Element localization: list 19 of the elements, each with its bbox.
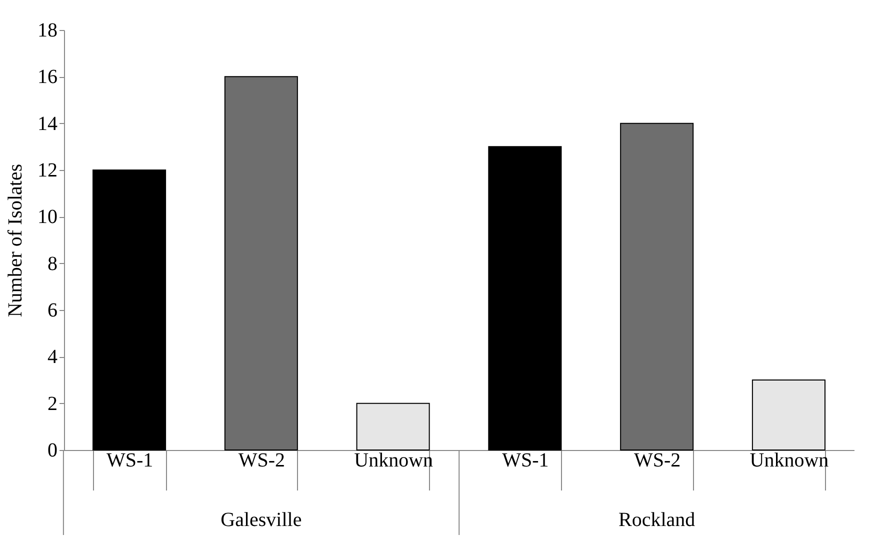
y-tick-label: 12 <box>38 160 58 182</box>
y-tick-label: 18 <box>38 20 58 42</box>
y-tick-label: 8 <box>48 252 58 275</box>
y-tick-label: 0 <box>48 440 58 462</box>
x-tick-label: Unknown <box>750 450 829 472</box>
y-tick-label: 10 <box>38 206 58 228</box>
y-axis-title: Number of Isolates <box>4 164 26 318</box>
y-tick-label: 14 <box>38 112 58 135</box>
x-tick-label: WS-1 <box>502 450 549 472</box>
x-tick-label: Unknown <box>354 450 433 472</box>
y-tick-label: 2 <box>48 392 58 415</box>
y-tick-label: 6 <box>48 300 58 322</box>
x-tick-label: WS-1 <box>106 450 154 472</box>
y-tick-label: 4 <box>48 346 58 368</box>
y-tick-label: 16 <box>38 66 58 88</box>
text: Rockland <box>618 509 696 531</box>
x-tick-label: WS-2 <box>238 450 286 472</box>
text: Galesville <box>220 509 302 531</box>
x-tick-label: WS-2 <box>634 450 681 472</box>
